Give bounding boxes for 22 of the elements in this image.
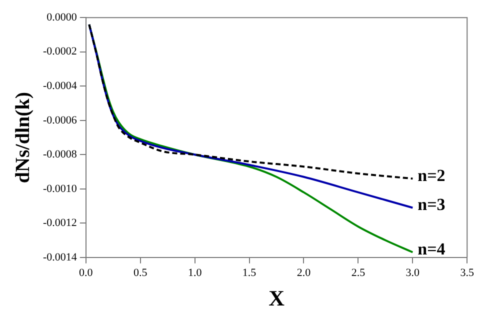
y-tick-label: 0.0000 bbox=[46, 11, 78, 24]
x-tick-label: 3.0 bbox=[406, 266, 420, 279]
x-tick-label: 0.5 bbox=[133, 266, 148, 279]
x-tick-label: 1.5 bbox=[242, 266, 257, 279]
series-label: n=2 bbox=[418, 166, 446, 185]
y-axis-title: dNs/dln(k) bbox=[12, 92, 34, 184]
y-tick-label: -0.0014 bbox=[42, 251, 78, 264]
x-tick-label: 0.0 bbox=[79, 266, 94, 279]
x-tick-label: 3.5 bbox=[460, 266, 474, 279]
x-tick-label: 2.5 bbox=[351, 266, 366, 279]
series-label: n=3 bbox=[418, 195, 446, 214]
y-tick-label: -0.0006 bbox=[42, 114, 78, 126]
series-label: n=4 bbox=[418, 240, 446, 259]
y-tick-label: -0.0002 bbox=[42, 46, 77, 58]
x-tick-label: 1.0 bbox=[188, 266, 202, 279]
line-series bbox=[88, 23, 414, 180]
y-tick-label: -0.0010 bbox=[42, 182, 78, 195]
y-tick-label: -0.0008 bbox=[42, 148, 78, 161]
y-tick-label: -0.0004 bbox=[42, 80, 78, 92]
x-axis-title: X bbox=[268, 285, 285, 310]
y-tick-label: -0.0012 bbox=[42, 217, 77, 230]
x-tick-label: 2.0 bbox=[296, 266, 312, 279]
